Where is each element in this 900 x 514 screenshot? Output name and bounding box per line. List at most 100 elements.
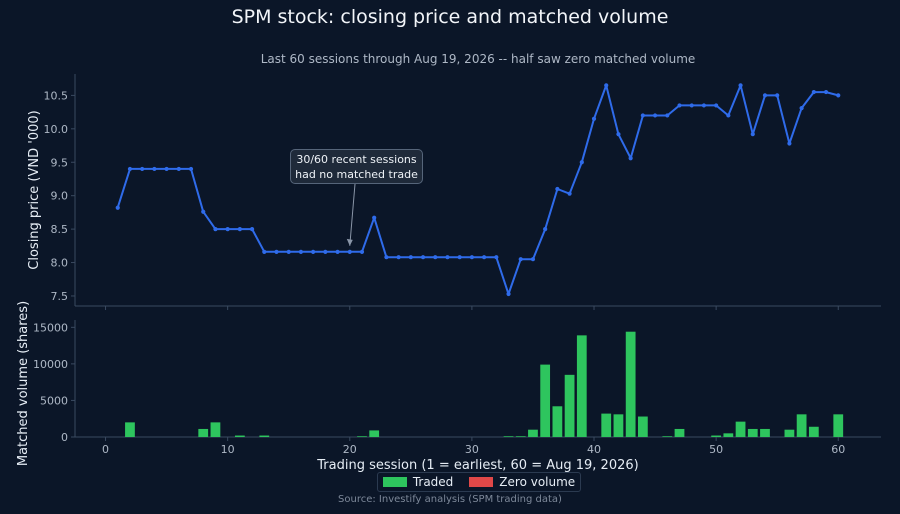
volume-bar-traded xyxy=(723,433,734,437)
price-point xyxy=(237,227,242,232)
price-point xyxy=(115,205,120,210)
volume-y-tick-label: 5000 xyxy=(40,394,68,407)
price-point xyxy=(359,249,365,254)
price-point xyxy=(347,249,352,254)
volume-bar-traded xyxy=(637,416,648,437)
price-point xyxy=(604,83,609,88)
volume-bar-traded xyxy=(369,430,380,437)
volume-bar-traded xyxy=(125,422,135,437)
price-point xyxy=(384,255,389,260)
price-point xyxy=(323,249,328,254)
price-point xyxy=(469,255,474,260)
volume-bar-traded xyxy=(528,429,538,437)
price-point xyxy=(701,103,707,108)
volume-bar-traded xyxy=(234,435,245,437)
price-y-tick-label: 10.5 xyxy=(44,89,69,102)
price-point xyxy=(628,156,633,161)
price-y-tick-label: 9.0 xyxy=(51,190,69,203)
price-point xyxy=(420,255,426,260)
price-point xyxy=(836,93,841,98)
legend-item-traded: Traded xyxy=(382,475,454,489)
volume-x-tick-label: 20 xyxy=(343,443,357,456)
price-point xyxy=(823,89,829,95)
price-point xyxy=(518,257,523,262)
price-point xyxy=(311,249,316,254)
volume-bar-traded xyxy=(357,436,367,437)
price-point xyxy=(188,166,194,172)
legend-swatch-zero xyxy=(469,477,494,487)
volume-bar-traded xyxy=(613,414,624,437)
chart-legend: Traded Zero volume xyxy=(377,472,581,492)
price-y-tick-label: 7.5 xyxy=(51,290,69,303)
volume-y-tick-label: 10000 xyxy=(33,358,68,371)
price-point xyxy=(225,227,230,232)
price-point xyxy=(787,141,792,146)
volume-x-tick-label: 30 xyxy=(465,443,479,456)
volume-x-tick-label: 0 xyxy=(102,443,109,456)
zero-volume-annotation: 30/60 recent sessions had no matched tra… xyxy=(290,149,423,184)
volume-bar-traded xyxy=(833,414,844,437)
volume-bar-traded xyxy=(552,406,563,437)
price-point xyxy=(445,255,450,260)
price-point xyxy=(457,255,462,260)
price-point xyxy=(201,209,206,214)
price-point xyxy=(164,166,169,172)
legend-swatch-traded xyxy=(382,477,407,487)
volume-bar-traded xyxy=(564,374,575,437)
legend-label-traded: Traded xyxy=(412,475,454,489)
volume-bar-traded xyxy=(625,331,636,437)
price-point xyxy=(543,227,548,232)
volume-y-tick-label: 0 xyxy=(61,431,68,444)
price-point xyxy=(811,89,816,95)
volume-x-axis-label: Trading session (1 = earliest, 60 = Aug … xyxy=(316,458,638,473)
chart-title: SPM stock: closing price and matched vol… xyxy=(231,6,669,28)
price-point xyxy=(433,255,438,260)
price-y-tick-label: 9.5 xyxy=(51,156,69,169)
volume-bar-traded xyxy=(601,413,612,437)
price-y-tick-label: 8.0 xyxy=(51,257,69,270)
annotation-line-2: had no matched trade xyxy=(295,168,418,181)
volume-x-tick-label: 40 xyxy=(587,443,601,456)
price-point xyxy=(591,116,597,121)
price-point xyxy=(714,103,719,108)
price-y-tick-label: 8.5 xyxy=(51,223,69,236)
price-point xyxy=(677,103,682,108)
volume-y-axis-label: Matched volume (shares) xyxy=(16,301,31,466)
volume-x-tick-label: 50 xyxy=(709,443,723,456)
price-point xyxy=(530,257,536,262)
price-point xyxy=(396,255,401,260)
annotation-line-1: 30/60 recent sessions xyxy=(296,153,417,166)
legend-label-zero: Zero volume xyxy=(499,475,576,489)
volume-bar-traded xyxy=(515,436,526,437)
price-point xyxy=(665,113,670,118)
price-point xyxy=(689,103,694,108)
price-point xyxy=(506,291,511,297)
volume-bar-traded xyxy=(674,428,685,437)
price-point xyxy=(652,113,658,118)
volume-bar-traded xyxy=(747,428,758,437)
price-point xyxy=(579,160,584,165)
price-point xyxy=(567,191,572,196)
volume-bar-traded xyxy=(735,421,746,437)
price-point xyxy=(372,215,377,220)
volume-bar-traded xyxy=(503,436,514,437)
price-y-tick-label: 10.0 xyxy=(44,123,69,136)
price-point xyxy=(750,132,755,137)
price-point xyxy=(738,83,743,88)
price-point xyxy=(799,105,804,111)
volume-bar-traded xyxy=(576,335,587,437)
price-point xyxy=(249,227,255,232)
price-y-axis-label: Closing price (VND '000) xyxy=(27,110,42,269)
price-point xyxy=(640,113,645,118)
price-point xyxy=(616,132,621,137)
price-point xyxy=(140,166,145,172)
chart-subtitle: Last 60 sessions through Aug 19, 2026 --… xyxy=(260,52,696,66)
volume-bar-traded xyxy=(711,435,722,437)
price-point xyxy=(274,249,279,254)
price-point xyxy=(213,227,218,232)
annotation-arrowhead xyxy=(346,238,353,246)
price-point xyxy=(335,249,340,254)
legend-item-zero: Zero volume xyxy=(469,475,575,489)
price-point xyxy=(127,166,133,172)
